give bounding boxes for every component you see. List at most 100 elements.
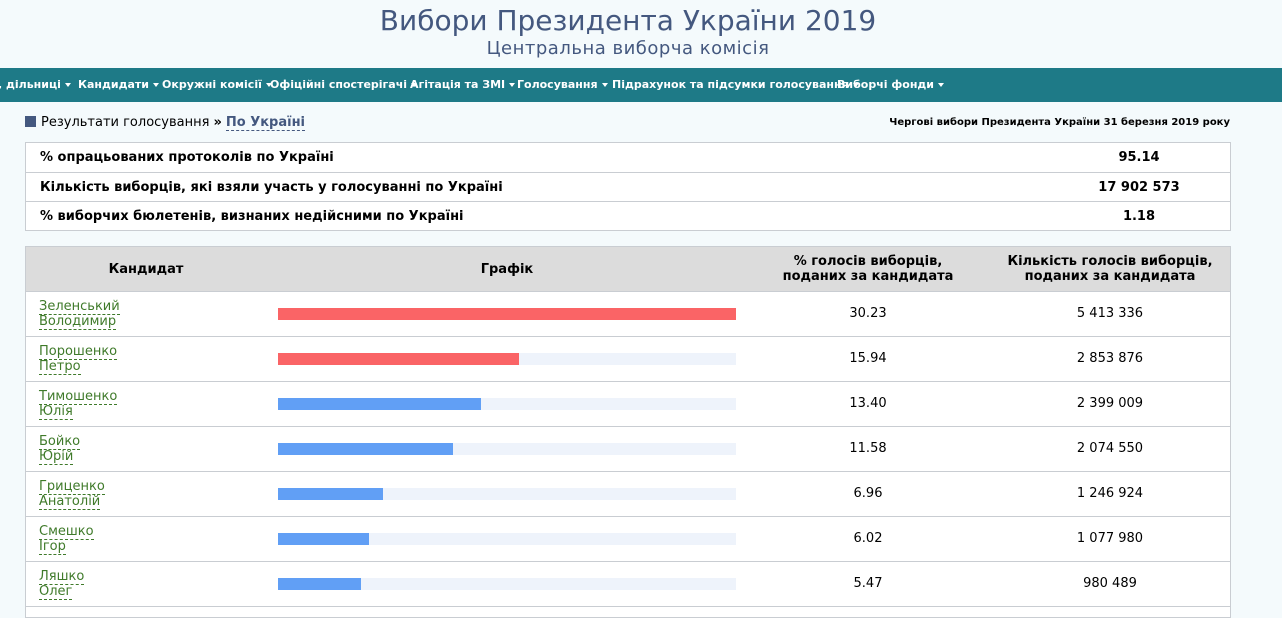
- candidate-given-name: Володимир: [39, 314, 117, 330]
- vote-percent: 5.47: [853, 576, 883, 591]
- vote-count: 5 413 336: [1076, 306, 1144, 321]
- nav-item-label: Офіційні спостерігачі: [270, 78, 408, 91]
- vote-count: 980 489: [1083, 576, 1137, 591]
- table-row: Тимошенко Юлія 13.40 2 399 009: [26, 382, 1230, 427]
- breadcrumb-separator: »: [213, 115, 222, 130]
- header-percent: % голосів виборців, поданих за кандидата: [782, 254, 954, 284]
- nav-item-label: , дільниці: [0, 78, 61, 91]
- candidate-surname: Порошенко: [39, 344, 118, 360]
- vote-bar-track: [278, 578, 736, 590]
- nav-item-label: Підрахунок та підсумки голосування: [612, 78, 849, 91]
- vote-bar: [278, 308, 736, 320]
- vote-bar-track: [278, 443, 736, 455]
- caret-down-icon: [601, 83, 608, 87]
- candidate-surname: Гриценко: [39, 479, 105, 495]
- stat-value: 17 902 573: [1098, 180, 1180, 195]
- square-bullet-icon: [25, 116, 36, 127]
- candidate-surname: Смешко: [39, 524, 94, 540]
- results-table: Кандидат Графік % голосів виборців, пода…: [25, 246, 1231, 618]
- stat-label: Кількість виборців, які взяли участь у г…: [40, 180, 503, 195]
- vote-bar: [278, 578, 361, 590]
- caret-down-icon: [509, 83, 516, 87]
- vote-count: 2 074 550: [1076, 441, 1144, 456]
- caret-down-icon: [411, 83, 418, 87]
- table-row: Гриценко Анатолій 6.96 1 246 924: [26, 472, 1230, 517]
- vote-bar-track: [278, 353, 736, 365]
- main-navbar: , дільниці Кандидати Окружні комісії Офі…: [0, 68, 1282, 102]
- candidate-given-name: Олег: [39, 584, 73, 600]
- nav-item-district-commissions[interactable]: Окружні комісії: [162, 68, 272, 102]
- vote-percent: 6.02: [853, 531, 883, 546]
- vote-bar: [278, 488, 384, 500]
- vote-percent: 13.40: [849, 396, 887, 411]
- vote-bar-track: [278, 398, 736, 410]
- nav-item-vote-count[interactable]: Підрахунок та підсумки голосування: [612, 68, 859, 102]
- table-row: Порошенко Петро 15.94 2 853 876: [26, 337, 1230, 382]
- vote-bar-track: [278, 533, 736, 545]
- election-name: Чергові вибори Президента України 31 бер…: [889, 117, 1230, 128]
- vote-percent: 30.23: [849, 306, 887, 321]
- nav-item-label: Виборчі фонди: [837, 78, 935, 91]
- stat-row: % виборчих бюлетенів, визнаних недійсним…: [26, 201, 1230, 231]
- nav-item-stations[interactable]: , дільниці: [0, 68, 71, 102]
- nav-item-label: Окружні комісії: [162, 78, 262, 91]
- candidate-given-name: Юлія: [39, 404, 73, 420]
- nav-item-observers[interactable]: Офіційні спостерігачі: [270, 68, 418, 102]
- results-table-header: Кандидат Графік % голосів виборців, пода…: [26, 247, 1230, 292]
- vote-bar: [278, 443, 454, 455]
- caret-down-icon: [852, 83, 859, 87]
- stat-value: 95.14: [1118, 150, 1160, 165]
- vote-count: 2 399 009: [1076, 396, 1144, 411]
- vote-bar-track: [278, 488, 736, 500]
- candidate-surname: Зеленський: [39, 299, 120, 315]
- vote-count: 1 246 924: [1076, 486, 1144, 501]
- summary-stats-table: % опрацьованих протоколів по Україні 95.…: [25, 142, 1231, 231]
- caret-down-icon: [938, 83, 945, 87]
- vote-bar: [278, 533, 370, 545]
- table-row: Ляшко Олег 5.47 980 489: [26, 562, 1230, 607]
- candidate-link[interactable]: Бойко Юрій: [39, 434, 81, 465]
- stat-label: % виборчих бюлетенів, визнаних недійсним…: [40, 209, 464, 224]
- page-subtitle: Центральна виборча комісія: [486, 38, 770, 59]
- breadcrumb-current-link[interactable]: По Україні: [225, 115, 306, 131]
- vote-bar-track: [278, 308, 736, 320]
- candidate-link[interactable]: Смешко Ігор: [39, 524, 94, 555]
- candidate-given-name: Анатолій: [39, 494, 101, 510]
- stat-row: % опрацьованих протоколів по Україні 95.…: [26, 143, 1230, 172]
- vote-percent: 6.96: [853, 486, 883, 501]
- candidate-surname: Бойко: [39, 434, 81, 450]
- vote-count: 2 853 876: [1076, 351, 1144, 366]
- nav-item-label: Агітація та ЗМІ: [410, 78, 506, 91]
- candidate-link[interactable]: Ляшко Олег: [39, 569, 85, 600]
- vote-count: 1 077 980: [1076, 531, 1144, 546]
- stat-label: % опрацьованих протоколів по Україні: [40, 150, 334, 165]
- vote-bar: [278, 353, 520, 365]
- nav-item-label: Голосування: [517, 78, 598, 91]
- caret-down-icon: [265, 83, 272, 87]
- candidate-surname: Тимошенко: [39, 389, 118, 405]
- vote-percent: 11.58: [849, 441, 887, 456]
- stat-row: Кількість виборців, які взяли участь у г…: [26, 172, 1230, 202]
- candidate-link[interactable]: Тимошенко Юлія: [39, 389, 118, 420]
- candidate-link[interactable]: Порошенко Петро: [39, 344, 118, 375]
- candidate-surname: Ляшко: [39, 569, 85, 585]
- candidate-link[interactable]: Гриценко Анатолій: [39, 479, 105, 510]
- table-row: Смешко Ігор 6.02 1 077 980: [26, 517, 1230, 562]
- vote-bar: [278, 398, 481, 410]
- header-votes: Кількість голосів виборців, поданих за к…: [1007, 254, 1213, 284]
- header-candidate: Кандидат: [108, 261, 184, 277]
- candidate-link[interactable]: Зеленський Володимир: [39, 299, 120, 330]
- candidate-given-name: Петро: [39, 359, 81, 375]
- candidate-given-name: Юрій: [39, 449, 74, 465]
- nav-item-campaigning-media[interactable]: Агітація та ЗМІ: [410, 68, 516, 102]
- caret-down-icon: [153, 83, 159, 87]
- table-row: Бойко Юрій 11.58 2 074 550: [26, 427, 1230, 472]
- breadcrumb: Результати голосування» По Україні: [25, 114, 306, 132]
- candidate-given-name: Ігор: [39, 539, 66, 555]
- vote-percent: 15.94: [849, 351, 887, 366]
- nav-item-candidates[interactable]: Кандидати: [78, 68, 159, 102]
- nav-item-label: Кандидати: [78, 78, 149, 91]
- breadcrumb-section: Результати голосування: [41, 115, 210, 130]
- nav-item-election-funds[interactable]: Виборчі фонди: [837, 68, 945, 102]
- nav-item-voting[interactable]: Голосування: [517, 68, 608, 102]
